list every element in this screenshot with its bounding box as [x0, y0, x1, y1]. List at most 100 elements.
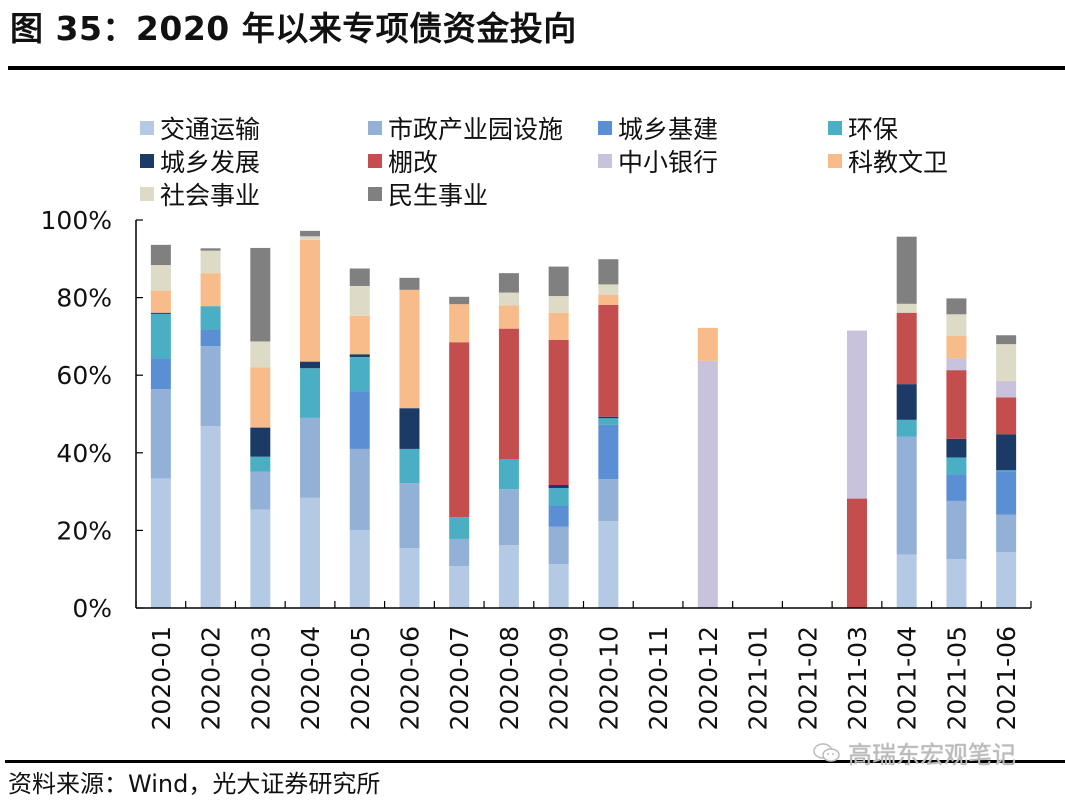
bar-segment: [946, 370, 967, 439]
legend-swatch: [140, 121, 154, 135]
bar-segment: [896, 436, 917, 555]
bar-segment: [548, 564, 569, 608]
bar-segment: [996, 471, 1017, 515]
stacked-bar-chart: 0% 20% 40% 60% 80% 100% 2020-01 2020-02 2020-03 2…: [41, 206, 1032, 730]
x-tick-label: 2020-03: [246, 626, 275, 730]
bar-segment: [498, 459, 519, 490]
bar-segment: [150, 290, 171, 313]
bar-segment: [300, 368, 321, 418]
footer-divider: [5, 760, 1065, 763]
bar-segment: [498, 545, 519, 608]
bar-segment: [399, 448, 420, 484]
bar-segment: [250, 471, 271, 510]
legend-label: 城乡发展: [160, 148, 261, 177]
legend-label: 交通运输: [160, 115, 261, 144]
bar-segment: [498, 273, 519, 293]
bar-segment: [200, 248, 221, 251]
bar-segment: [946, 438, 967, 458]
y-tick-label: 80%: [56, 284, 112, 313]
bar-segment: [598, 418, 619, 425]
bar-segment: [598, 284, 619, 295]
x-tick-label: 2021-05: [942, 626, 971, 730]
bar-segment: [250, 456, 271, 472]
bar-segment: [150, 244, 171, 266]
y-tick-label: 0%: [72, 594, 112, 623]
bar-segment: [896, 236, 917, 304]
x-tick-label: 2021-04: [893, 626, 922, 730]
bar-segment: [150, 265, 171, 291]
bar-segment: [300, 236, 321, 240]
bar-segment: [498, 292, 519, 306]
legend-label: 中小银行: [618, 148, 719, 177]
bar-segment: [498, 305, 519, 329]
bar-segment: [846, 498, 867, 608]
bar-segment: [300, 361, 321, 369]
legend-label: 社会事业: [160, 181, 261, 210]
legend-label: 棚改: [388, 148, 439, 177]
bar-segment: [150, 389, 171, 479]
x-tick-label: 2020-08: [495, 626, 524, 730]
bar-segment: [449, 342, 470, 518]
bar-segment: [548, 339, 569, 485]
x-tick-label: 2020-12: [694, 626, 723, 730]
bar-segment: [598, 479, 619, 522]
bar-segment: [200, 426, 221, 608]
bar-segment: [399, 277, 420, 290]
bar-segment: [896, 303, 917, 313]
bar-segment: [946, 457, 967, 475]
legend-swatch: [140, 154, 154, 168]
bar-segment: [449, 538, 470, 567]
x-tick-label: 2020-01: [147, 626, 176, 730]
bar-segment: [349, 315, 370, 355]
bar-segment: [996, 470, 1017, 472]
bar-segment: [449, 517, 470, 539]
bar-segment: [896, 312, 917, 385]
bar-segment: [349, 354, 370, 357]
legend-item: 棚改: [368, 143, 438, 179]
bar-segment: [946, 298, 967, 315]
legend-swatch: [368, 121, 382, 135]
legend-item: 民生事业: [368, 176, 488, 212]
bar-segment: [399, 289, 420, 409]
bar-segment: [250, 427, 271, 457]
legend-label: 民生事业: [388, 181, 489, 210]
wechat-icon: [812, 742, 842, 764]
bar-segment: [996, 381, 1017, 398]
legend-swatch: [598, 121, 612, 135]
watermark-text: 高瑞东宏观笔记: [848, 741, 1016, 769]
bar-segment: [300, 497, 321, 608]
bar-segment: [449, 304, 470, 343]
legend-item: 交通运输: [140, 110, 260, 146]
legend-swatch: [368, 154, 382, 168]
bar-segment: [946, 358, 967, 371]
legend-item: 科教文卫: [828, 143, 948, 179]
bar-segment: [200, 329, 221, 347]
legend-item: 城乡基建: [598, 110, 718, 146]
legend-label: 科教文卫: [848, 148, 949, 177]
bar-segment: [996, 335, 1017, 345]
x-tick-label: 2020-07: [445, 626, 474, 730]
x-tick-label: 2021-01: [744, 626, 773, 730]
bar-segment: [996, 552, 1017, 608]
bar-segment: [598, 259, 619, 285]
bar-segment: [946, 336, 967, 359]
bar-segment: [200, 306, 221, 330]
bar-segment: [598, 416, 619, 419]
bar-segment: [300, 239, 321, 362]
source-note: 资料来源：Wind，光大证券研究所: [8, 770, 381, 798]
bar-segment: [250, 509, 271, 608]
title-divider: [8, 66, 1065, 70]
x-tick-label: 2020-10: [594, 626, 623, 730]
bar-segment: [349, 356, 370, 392]
legend-swatch: [828, 121, 842, 135]
bar-segment: [548, 505, 569, 527]
bar-segment: [996, 397, 1017, 435]
x-tick-label: 2020-06: [395, 626, 424, 730]
bar-segment: [697, 327, 718, 361]
bar-segment: [548, 488, 569, 506]
bar-segment: [399, 408, 420, 449]
bar-segment: [946, 314, 967, 337]
bar-segment: [996, 434, 1017, 471]
bar-segment: [349, 285, 370, 316]
y-tick-label: 20%: [56, 516, 112, 545]
